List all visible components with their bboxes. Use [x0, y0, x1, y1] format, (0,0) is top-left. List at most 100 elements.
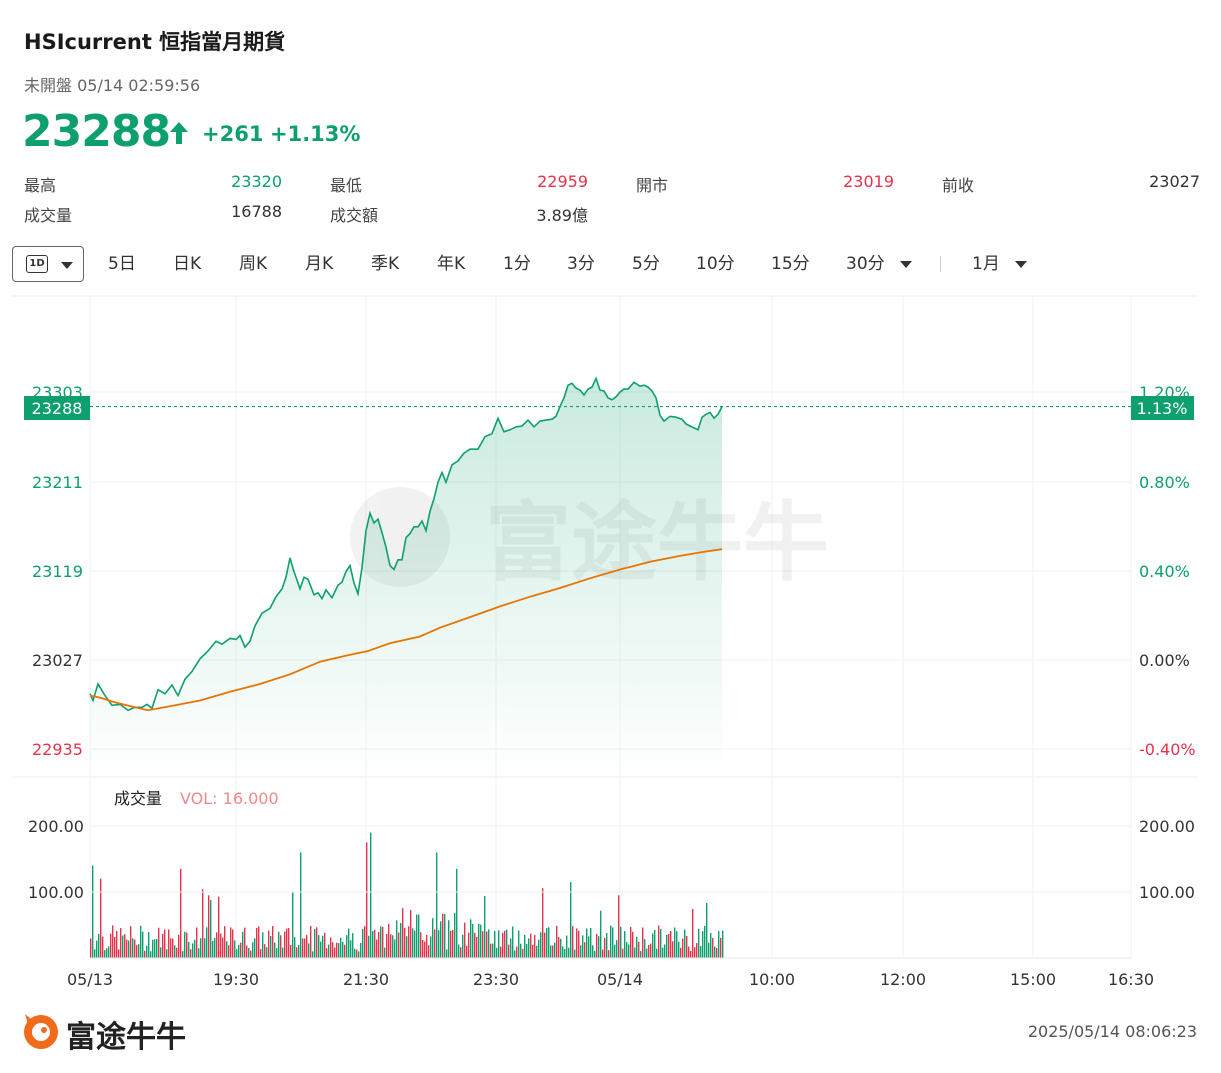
volume-bar: [252, 942, 254, 958]
volume-bar: [270, 935, 272, 958]
volume-bar: [506, 929, 508, 958]
volume-bar: [620, 926, 622, 958]
volume-bar: [206, 927, 208, 958]
tab-1min[interactable]: 1分: [503, 254, 531, 274]
volume-bar: [218, 896, 220, 958]
volume-bar: [330, 937, 332, 958]
volume-bar: [100, 878, 102, 958]
volume-bar: [174, 945, 176, 958]
volume-bar: [228, 945, 230, 958]
volume-bar: [550, 945, 552, 958]
volume-bar: [618, 895, 620, 958]
volume-bar: [642, 927, 644, 958]
volume-bar: [456, 868, 458, 958]
current-price-tag: 23288: [24, 396, 90, 420]
volume-bar: [346, 935, 348, 958]
volume-bar: [584, 942, 586, 958]
volume-bar: [408, 926, 410, 958]
volume-bar: [354, 948, 356, 958]
volume-bar: [484, 896, 486, 958]
volume-bar: [286, 928, 288, 958]
volume-bar: [590, 927, 592, 958]
volume-bar: [672, 941, 674, 958]
volume-bar: [442, 913, 444, 958]
volume-bar: [364, 926, 366, 958]
tab-5min[interactable]: 5分: [632, 254, 660, 274]
tab-1d[interactable]: 1D: [12, 246, 84, 282]
vol-y-left-tick: 100.00: [28, 883, 84, 902]
volume-bar: [188, 941, 190, 958]
volume-bar: [338, 943, 340, 958]
volume-bar: [696, 943, 698, 958]
volume-bar: [664, 944, 666, 958]
price-line: [89, 376, 723, 712]
tab-10min[interactable]: 10分: [696, 254, 735, 274]
volume-bar: [460, 947, 462, 958]
volume-bar: [132, 938, 134, 958]
volume-bar: [94, 949, 96, 958]
volume-bar: [248, 948, 250, 958]
volume-bar: [500, 946, 502, 958]
volume-axes: 200.00 200.00 100.00 100.00: [28, 817, 1195, 959]
volume-bar: [666, 934, 668, 958]
volume-bar: [428, 945, 430, 958]
volume-bar: [368, 935, 370, 958]
volume-bar: [146, 945, 148, 958]
tab-1month-dropdown[interactable]: 1月: [972, 246, 1028, 282]
volume-bar: [686, 935, 688, 958]
tab-yearly-k[interactable]: 年K: [437, 254, 466, 274]
volume-bar: [410, 910, 412, 958]
tab-30min-dropdown[interactable]: 30分: [846, 246, 913, 282]
tab-15min[interactable]: 15分: [771, 254, 810, 274]
volume-bar: [592, 945, 594, 958]
prev-close-label: 前收: [942, 176, 975, 195]
y-right-tick: -0.40%: [1139, 740, 1196, 759]
volume-bar: [526, 944, 528, 958]
tab-3min[interactable]: 3分: [567, 254, 595, 274]
x-axis-tick: 16:30: [1108, 970, 1154, 989]
tab-1d-label: 1D: [26, 255, 48, 273]
tab-5d[interactable]: 5日: [108, 254, 136, 274]
volume-bar: [684, 929, 686, 958]
chevron-down-icon: [61, 262, 73, 269]
volume-bar: [256, 927, 258, 958]
volume-bars: [90, 832, 724, 958]
tab-1month-label: 1月: [972, 254, 1000, 274]
volume-bar: [568, 947, 570, 958]
volume-bar: [532, 944, 534, 958]
volume-bar: [386, 933, 388, 958]
volume-bar: [412, 928, 414, 958]
volume-bar: [102, 936, 104, 958]
volume-bar: [114, 936, 116, 958]
volume-bar: [578, 930, 580, 958]
volume-bar: [512, 926, 514, 958]
tab-monthly-k[interactable]: 月K: [305, 254, 334, 274]
volume-bar: [422, 939, 424, 958]
volume-bar: [606, 933, 608, 958]
volume-bar: [522, 948, 524, 958]
y-left-tick: 23211: [32, 473, 83, 492]
volume-bar: [510, 938, 512, 958]
tab-quarterly-k[interactable]: 季K: [371, 254, 400, 274]
x-axis-tick: 23:30: [473, 970, 519, 989]
tab-weekly-k[interactable]: 周K: [239, 254, 268, 274]
volume-bar: [180, 868, 182, 958]
volume-bar: [678, 941, 680, 958]
volume-bar: [214, 938, 216, 958]
y-axis-right: 1.20%0.80%0.40%0.00%-0.40%: [1139, 383, 1196, 759]
volume-bar: [478, 923, 480, 958]
volume-bar: [634, 947, 636, 958]
volume-bar: [306, 935, 308, 958]
volume-bar: [700, 946, 702, 958]
volume-bar: [204, 938, 206, 958]
x-axis: 05/13 19:30 21:30 23:30 05/14 10:00 12:00 15:00…: [67, 970, 1154, 989]
last-price: 23288: [22, 106, 171, 157]
tab-daily-k[interactable]: 日K: [173, 254, 202, 274]
volume-bar: [144, 950, 146, 958]
volume-bar: [92, 865, 94, 958]
x-axis-tick: 05/14: [597, 970, 643, 989]
volume-bar: [574, 949, 576, 958]
volume-bar: [566, 935, 568, 958]
